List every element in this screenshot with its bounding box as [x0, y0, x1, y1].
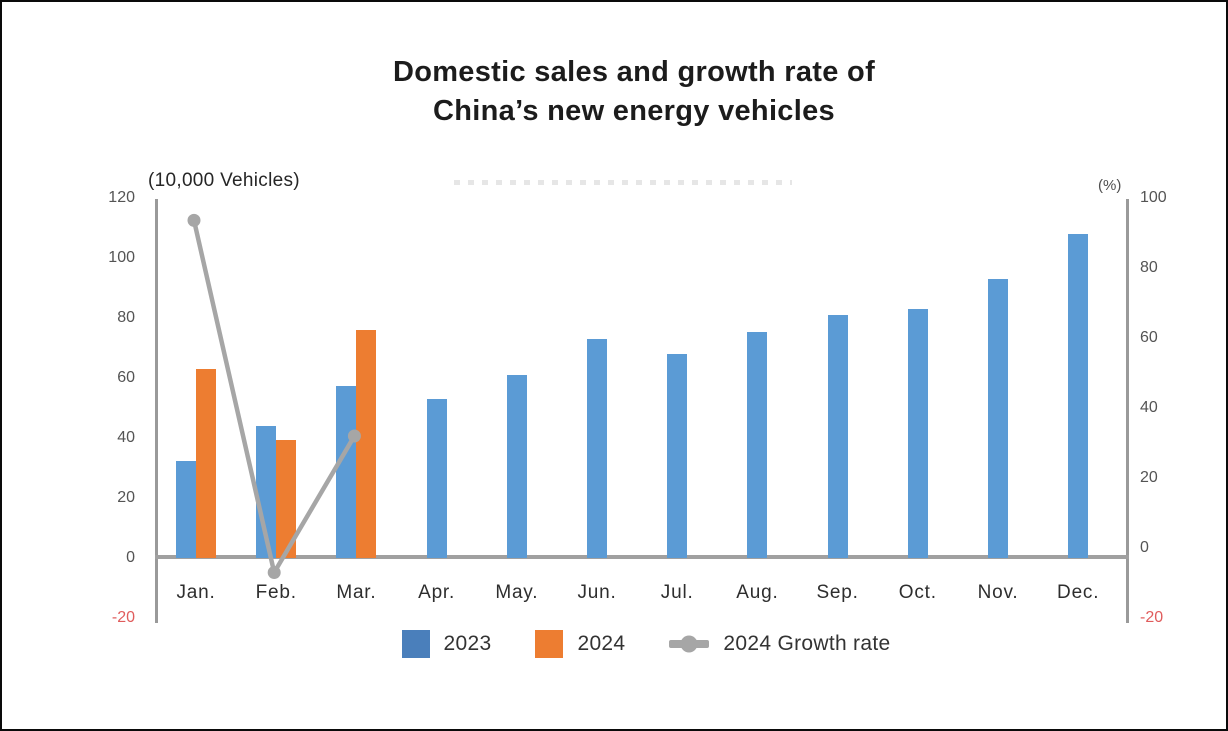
bar-2023-aug [747, 331, 768, 558]
x-axis-label-jan: Jan. [176, 582, 216, 603]
bar-2023-may [506, 375, 527, 558]
left-axis-tick-80: 80 [117, 309, 135, 326]
bar-2023-nov [988, 279, 1008, 558]
left-axis-line [155, 199, 158, 623]
bar-2023-sep [827, 315, 848, 558]
right-axis-unit-label: (%) [1098, 177, 1122, 194]
right-axis-tick-40: 40 [1140, 399, 1158, 416]
right-axis-tick-100: 100 [1140, 189, 1167, 206]
growth-rate-point-1 [267, 566, 281, 579]
legend-item-growth-rate: 2024 Growth rate [669, 632, 890, 656]
bar-2024-jan [196, 369, 216, 558]
x-axis-label-jun: Jun. [577, 582, 617, 603]
legend: 2023 2024 2024 Growth rate [34, 630, 1226, 658]
right-axis-tick-80: 80 [1140, 259, 1158, 276]
x-axis-label-sep: Sep. [816, 582, 859, 603]
bar-2023-jun [587, 339, 607, 558]
left-axis-tick-100: 100 [108, 249, 135, 266]
right-axis-tick-20: 20 [1140, 469, 1158, 486]
x-axis-label-feb: Feb. [255, 582, 297, 603]
x-axis-label-apr: Apr. [418, 582, 456, 603]
x-axis-label-nov: Nov. [977, 582, 1019, 603]
chart-title-line1: Domestic sales and growth rate of [392, 56, 876, 88]
bar-2023-oct [907, 309, 928, 558]
x-axis-label-mar: Mar. [336, 582, 377, 603]
legend-line-marker-icon [669, 635, 710, 653]
legend-label-2023: 2023 [443, 632, 492, 655]
left-axis-tick-0: 0 [126, 549, 135, 566]
x-axis-label-may: May. [495, 582, 539, 603]
legend-line-dot-icon [680, 635, 698, 653]
chart-title: Domestic sales and growth rate of China’… [22, 53, 1226, 131]
bar-2024-mar [356, 330, 377, 558]
legend-swatch-2024 [535, 630, 564, 658]
left-axis-tick-60: 60 [117, 369, 135, 386]
legend-item-2023: 2023 [401, 630, 492, 658]
x-axis-baseline [155, 555, 1129, 559]
right-axis-tick-0: 0 [1140, 539, 1149, 556]
growth-rate-point-0 [187, 213, 201, 227]
x-axis-label-jul: Jul. [660, 582, 694, 603]
legend-label-growth-rate: 2024 Growth rate [723, 632, 891, 655]
x-axis-label-aug: Aug. [736, 582, 779, 603]
erased-text-artifact [454, 180, 792, 185]
legend-label-2024: 2024 [577, 632, 626, 655]
bar-2024-feb [276, 439, 297, 558]
right-axis-tick--20: -20 [1140, 609, 1164, 626]
bar-2023-apr [426, 399, 447, 558]
chart-title-line2: China’s new energy vehicles [433, 95, 835, 127]
left-axis-tick-20: 20 [117, 489, 135, 506]
left-axis-tick--20: -20 [111, 609, 135, 626]
legend-item-2024: 2024 [535, 630, 625, 658]
right-axis-line [1126, 199, 1129, 623]
bar-2023-mar [336, 385, 357, 558]
legend-swatch-2023 [401, 630, 430, 658]
right-axis-tick-60: 60 [1140, 329, 1158, 346]
bar-2023-dec [1068, 234, 1089, 558]
left-axis-unit-label: (10,000 Vehicles) [148, 170, 300, 191]
x-axis-label-dec: Dec. [1057, 582, 1100, 603]
bar-2023-jul [667, 354, 688, 558]
bar-2023-feb [256, 426, 277, 558]
bar-2023-jan [176, 460, 196, 558]
x-axis-label-oct: Oct. [898, 582, 937, 603]
left-axis-tick-120: 120 [108, 189, 135, 206]
left-axis-tick-40: 40 [117, 429, 135, 446]
